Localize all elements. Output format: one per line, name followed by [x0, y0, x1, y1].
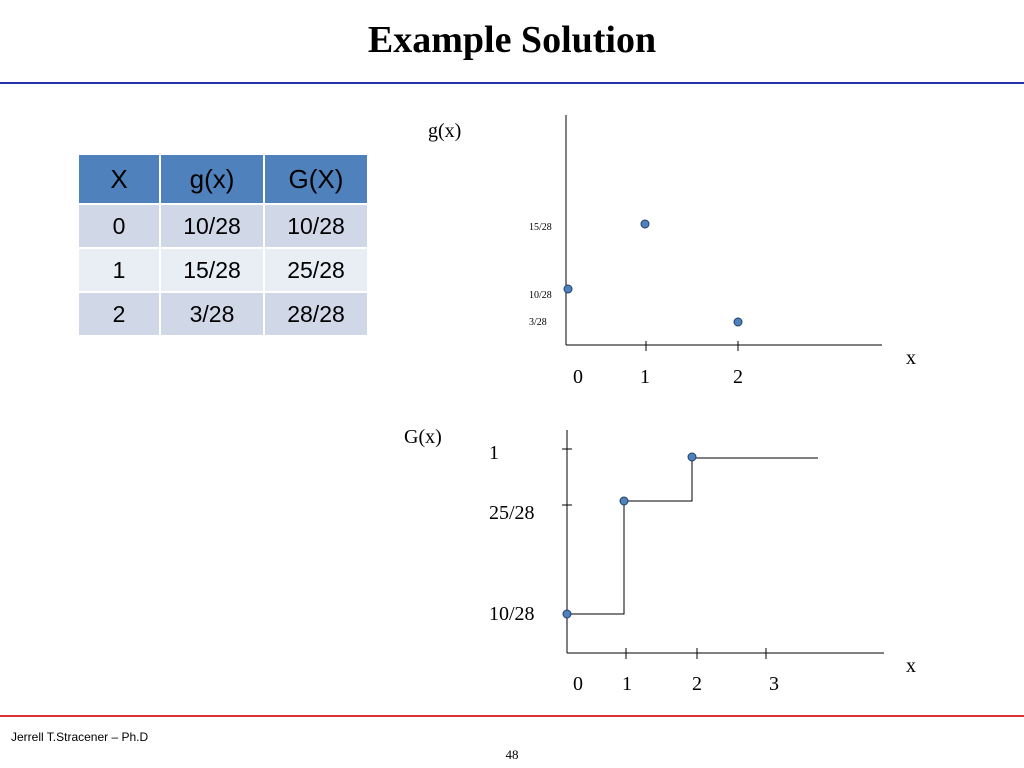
cdf-x-label: x	[906, 655, 916, 677]
pmf-chart: g(x) x 0 1 2 15/28 10/28 3/28	[428, 115, 916, 388]
pmf-point-x2	[733, 317, 743, 327]
table-cell: 2	[77, 291, 161, 337]
pmf-x-tick-label: 1	[640, 366, 650, 388]
bottom-divider	[0, 715, 1024, 717]
header-Gx: G(X)	[263, 153, 369, 205]
table-row: 2 3/28 28/28	[77, 291, 369, 337]
cdf-x-tick-label: 1	[622, 673, 632, 695]
cdf-x-tick-label: 2	[692, 673, 702, 695]
table-cell: 10/28	[263, 203, 369, 249]
cdf-y-tick-label: 10/28	[489, 603, 535, 625]
distribution-table: X g(x) G(X) 0 10/28 10/28 1 15/28 25/28 …	[77, 153, 369, 337]
pmf-point-x0	[563, 284, 573, 294]
slide-title: Example Solution	[367, 19, 657, 61]
cdf-x-tick-label: 0	[573, 673, 583, 695]
pmf-y-tick-label: 3/28	[529, 317, 547, 328]
page-number: 48	[505, 747, 519, 762]
pmf-x-tick-label: 0	[573, 366, 583, 388]
table-cell: 3/28	[159, 291, 265, 337]
table-cell: 25/28	[263, 247, 369, 293]
table-cell: 28/28	[263, 291, 369, 337]
footer-author: Jerrell T.Stracener – Ph.D	[11, 730, 149, 744]
cdf-y-label: G(x)	[404, 426, 442, 448]
table-row: 0 10/28 10/28	[77, 203, 369, 249]
cdf-chart: G(x) x 1 25/28 10/28 0 1 2 3	[404, 426, 916, 695]
header-gx: g(x)	[159, 153, 265, 205]
table-row: 1 15/28 25/28	[77, 247, 369, 293]
cdf-point-x2	[687, 452, 697, 462]
table-cell: 10/28	[159, 203, 265, 249]
cdf-y-tick-label: 25/28	[489, 502, 535, 524]
cdf-x-tick-label: 3	[769, 673, 779, 695]
top-divider	[0, 82, 1024, 84]
table-header-row: X g(x) G(X)	[77, 153, 369, 205]
cdf-point-x1	[619, 496, 629, 506]
cdf-point-x0	[562, 609, 572, 619]
table-cell: 0	[77, 203, 161, 249]
pmf-x-tick-label: 2	[733, 366, 743, 388]
pmf-y-tick-label: 15/28	[529, 222, 552, 233]
cdf-y-tick-label: 1	[489, 442, 499, 464]
cdf-step-line	[567, 457, 818, 615]
pmf-point-x1	[640, 219, 650, 229]
header-x: X	[77, 153, 161, 205]
pmf-y-tick-label: 10/28	[529, 290, 552, 301]
pmf-x-label: x	[906, 347, 916, 369]
table-cell: 1	[77, 247, 161, 293]
table-cell: 15/28	[159, 247, 265, 293]
pmf-y-label: g(x)	[428, 120, 461, 142]
